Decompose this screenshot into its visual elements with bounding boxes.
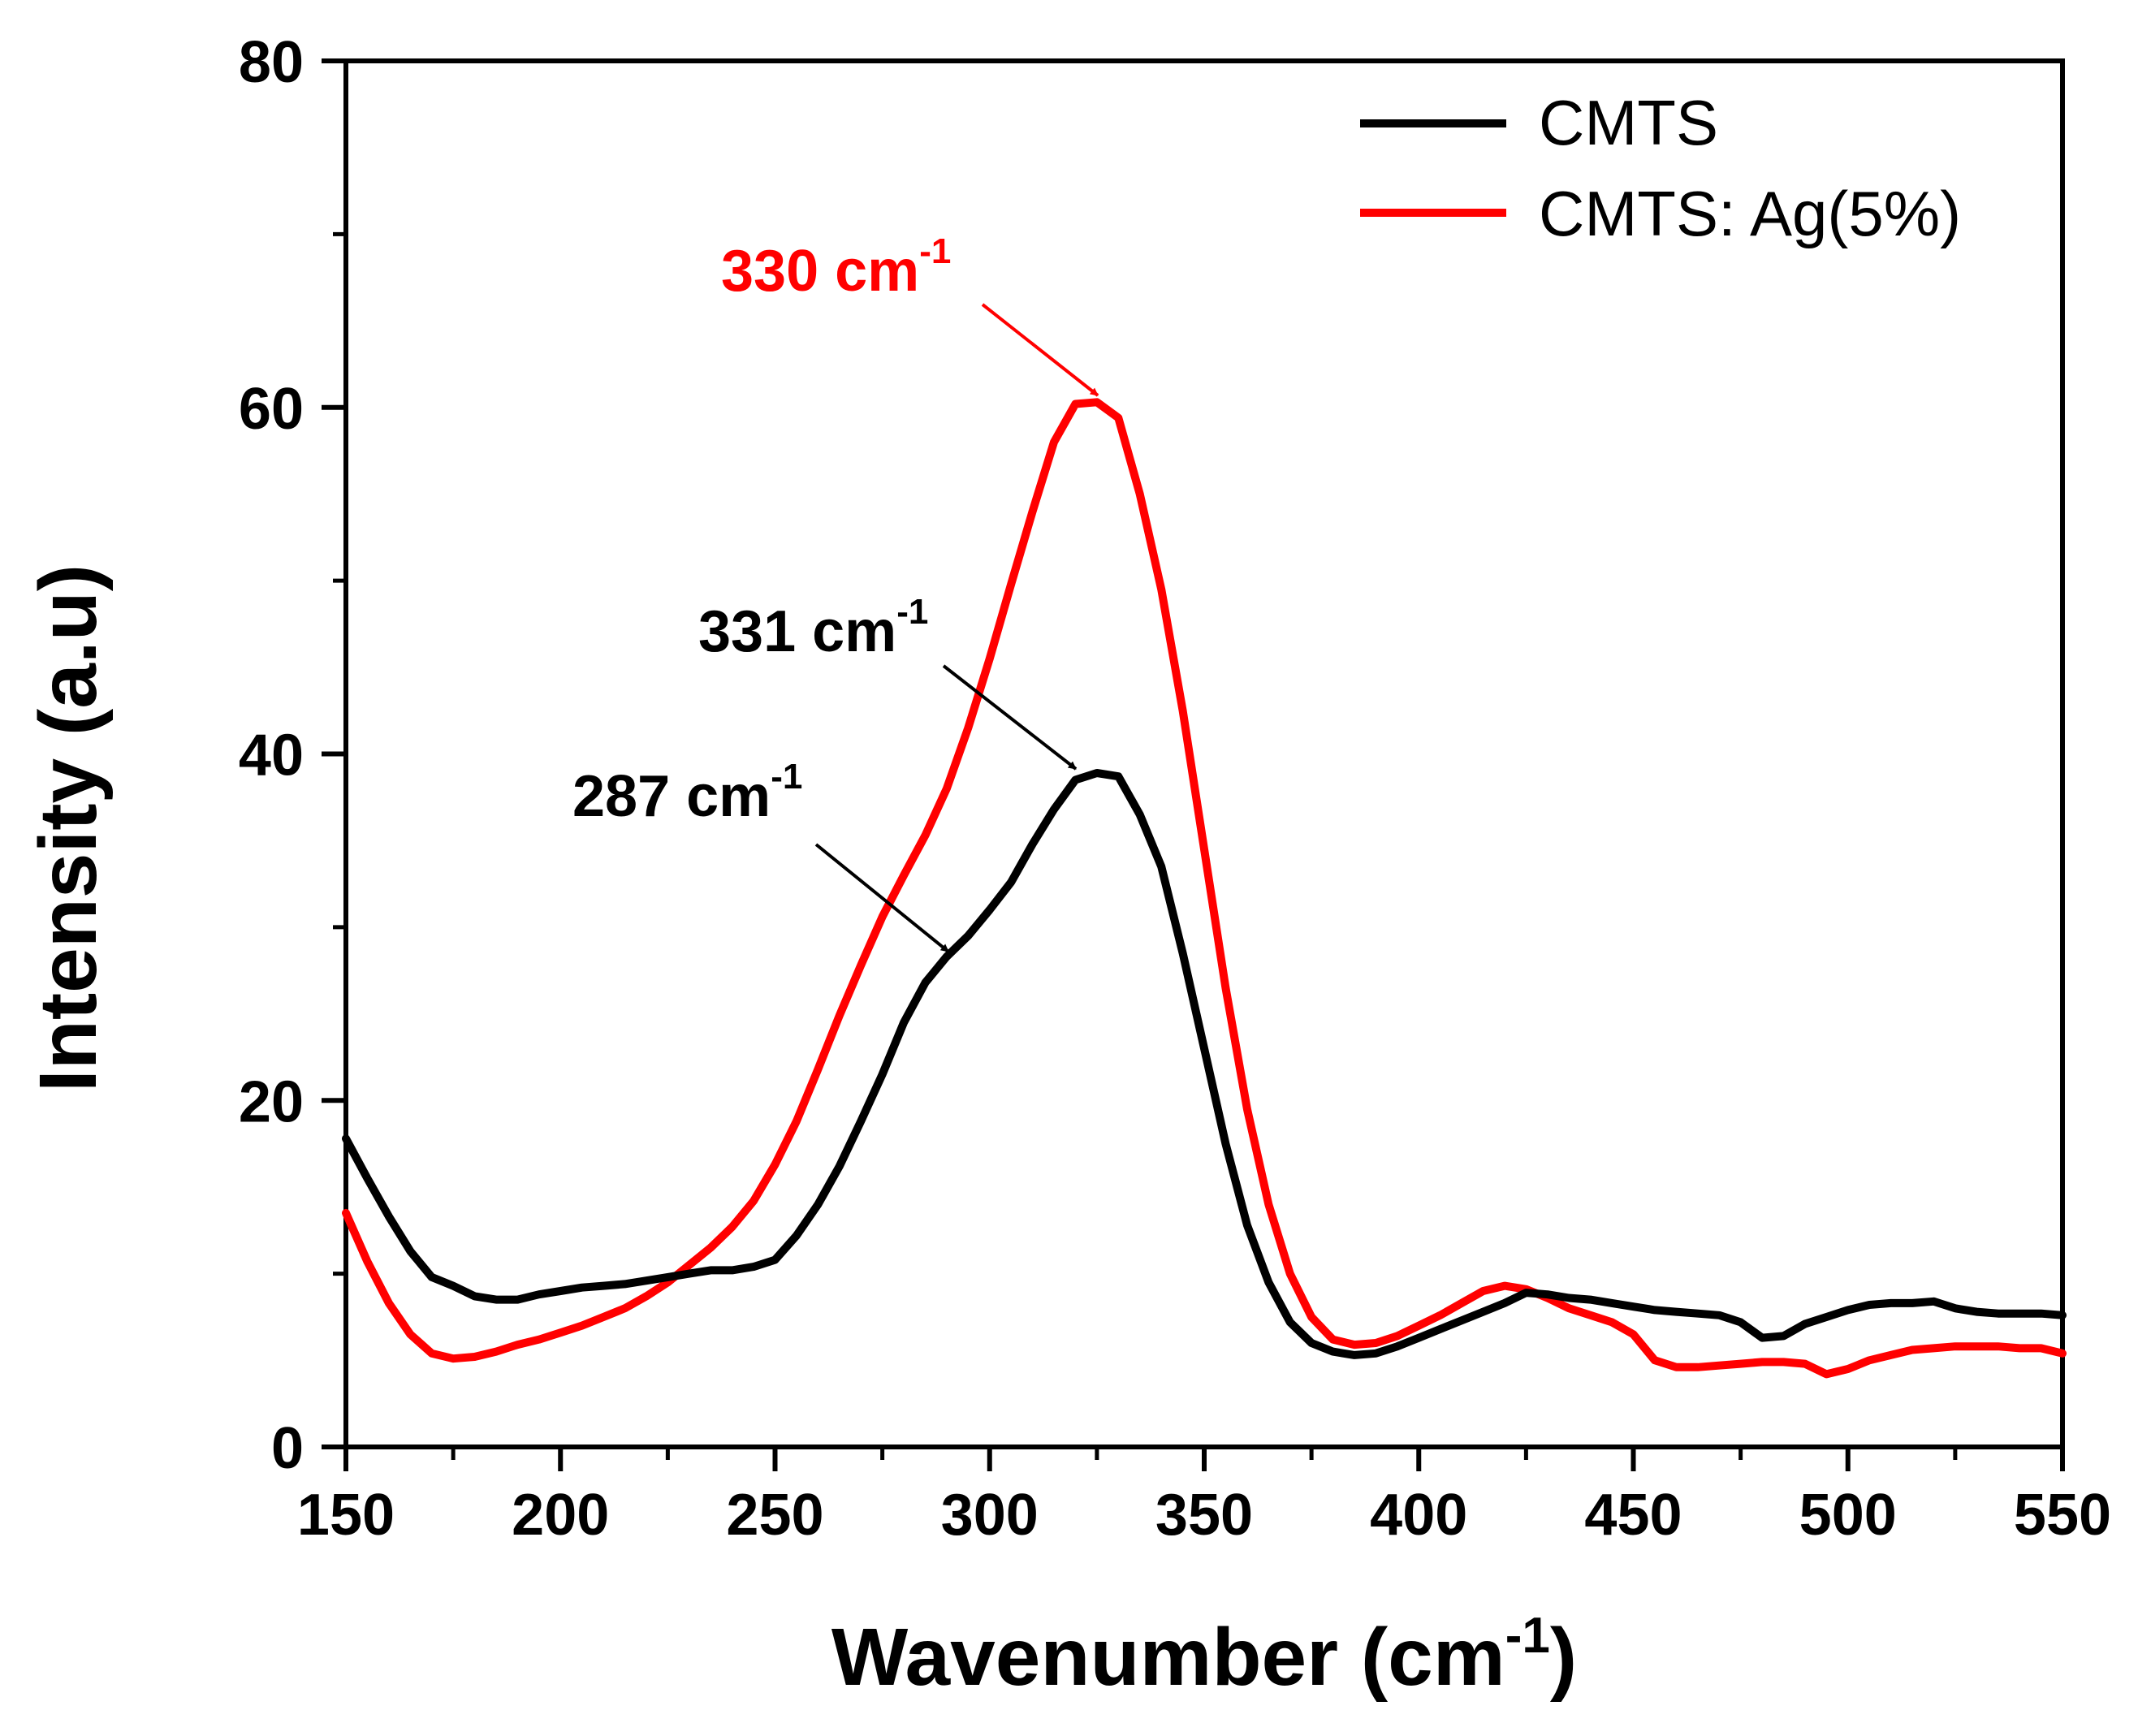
x-axis-title: Wavenumber (cm-1) [831, 1608, 1577, 1703]
x-axis-ticks: 150 200 250 300 350 400 450 500 550 [297, 1447, 2111, 1548]
x-tick-label: 250 [726, 1483, 823, 1548]
x-tick-label: 500 [1799, 1483, 1897, 1548]
x-tick-label: 350 [1155, 1483, 1253, 1548]
legend: CMTS CMTS: Ag(5%) [1360, 87, 1961, 249]
y-axis-ticks: 0 20 40 60 80 [239, 30, 346, 1481]
legend-label-cmts-ag: CMTS: Ag(5%) [1539, 178, 1961, 249]
x-tick-label: 200 [512, 1483, 609, 1548]
series-line-cmts-ag [342, 398, 2067, 1379]
x-tick-label: 550 [2014, 1483, 2111, 1548]
series-line-cmts [342, 769, 2067, 1359]
y-tick-label: 40 [239, 723, 304, 788]
y-axis-title: Intensity (a.u) [23, 564, 114, 1092]
x-tick-label: 450 [1584, 1483, 1682, 1548]
x-tick-label: 150 [297, 1483, 395, 1548]
x-tick-label: 400 [1370, 1483, 1467, 1548]
annotations: 330 cm-1 331 cm-1 287 cm-1 [572, 231, 1099, 953]
y-tick-label: 20 [239, 1069, 304, 1134]
plot-frame [343, 58, 2065, 1449]
annotation-330: 330 cm-1 [721, 231, 951, 304]
annotation-331-arrow [942, 664, 1078, 771]
y-tick-label: 60 [239, 377, 304, 442]
annotation-330-arrow [981, 303, 1099, 397]
annotation-287-arrow [814, 843, 950, 953]
y-tick-label: 80 [239, 30, 304, 95]
y-tick-label: 0 [271, 1416, 304, 1481]
annotation-287: 287 cm-1 [572, 757, 802, 829]
annotation-331: 331 cm-1 [698, 592, 928, 664]
x-tick-label: 300 [941, 1483, 1039, 1548]
legend-label-cmts: CMTS [1539, 87, 1718, 158]
series-layer [342, 398, 2067, 1379]
